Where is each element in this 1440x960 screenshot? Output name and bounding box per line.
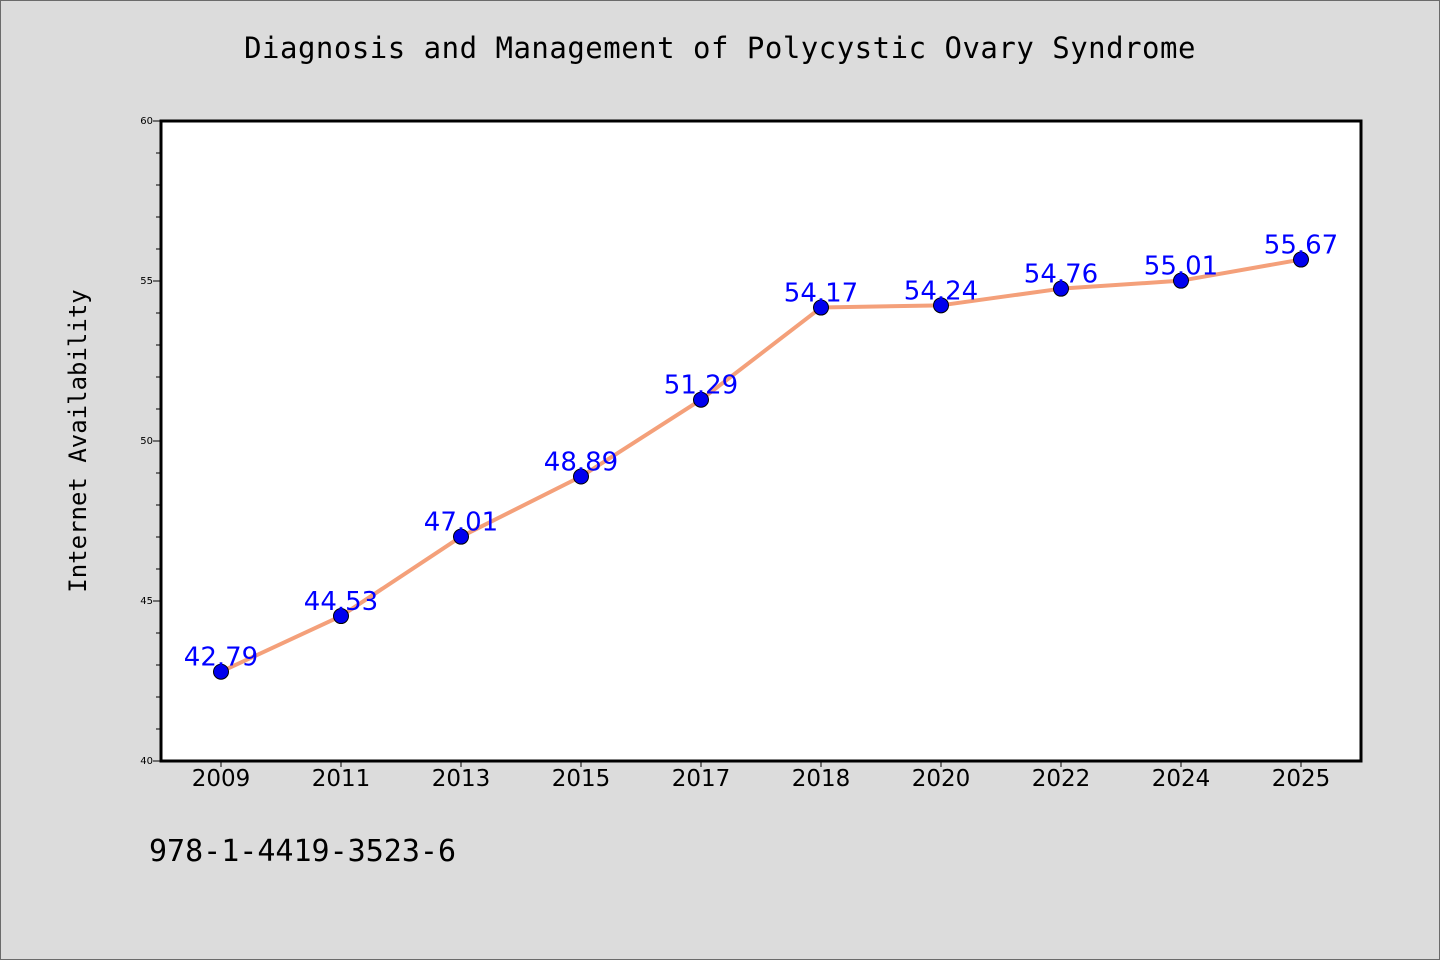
series-line bbox=[219, 257, 1303, 674]
data-point bbox=[453, 528, 469, 545]
data-label: 54.24 bbox=[904, 276, 978, 306]
x-tick-label: 2017 bbox=[672, 766, 731, 792]
data-label: 47.01 bbox=[424, 508, 498, 538]
data-markers-layer bbox=[213, 251, 1309, 680]
data-label: 54.17 bbox=[784, 279, 858, 309]
data-point bbox=[213, 663, 229, 680]
data-point bbox=[1293, 251, 1309, 268]
plot-frame bbox=[159, 119, 1363, 763]
x-tick-label: 2025 bbox=[1272, 766, 1331, 792]
data-label: 44.53 bbox=[304, 587, 378, 617]
chart-title: Diagnosis and Management of Polycystic O… bbox=[244, 31, 1196, 65]
y-tick-label: 45 bbox=[140, 596, 153, 607]
y-tick-label: 60 bbox=[140, 116, 153, 127]
x-tick-label: 2024 bbox=[1152, 766, 1211, 792]
data-point bbox=[813, 299, 829, 316]
data-label: 55.67 bbox=[1264, 231, 1338, 261]
data-point bbox=[573, 468, 589, 485]
x-tick-label: 2011 bbox=[312, 766, 371, 792]
plot-area bbox=[161, 121, 1361, 761]
axes: 40 45 50 55 60 2009 2011 2013 2015 2017 2018 2020 20… bbox=[64, 116, 1363, 792]
isbn-note: 978-1-4419-3523-6 bbox=[149, 834, 457, 869]
y-tick-label: 55 bbox=[140, 276, 153, 287]
series-line-layer bbox=[219, 257, 1303, 674]
data-point bbox=[933, 297, 949, 314]
x-tick-label: 2018 bbox=[792, 766, 851, 792]
data-label: 51.29 bbox=[664, 371, 738, 401]
data-label: 54.76 bbox=[1024, 260, 1098, 290]
x-tick-label: 2022 bbox=[1032, 766, 1091, 792]
data-label: 48.89 bbox=[544, 448, 618, 478]
data-label: 55.01 bbox=[1144, 252, 1218, 282]
x-tick-label: 2015 bbox=[552, 766, 611, 792]
data-point bbox=[333, 608, 349, 625]
y-tick-label: 40 bbox=[140, 756, 153, 767]
x-tick-label: 2009 bbox=[192, 766, 251, 792]
data-point bbox=[1173, 272, 1189, 289]
y-tick-label: 50 bbox=[140, 436, 153, 447]
data-labels-layer: 42.79 44.53 47.01 48.89 51.29 54.17 54.24 54.76… bbox=[184, 231, 1338, 673]
x-tick-label: 2020 bbox=[912, 766, 971, 792]
data-point bbox=[693, 391, 709, 408]
x-tick-label: 2013 bbox=[432, 766, 491, 792]
y-axis-label: Internet Availability bbox=[64, 289, 92, 592]
data-point bbox=[1053, 280, 1069, 297]
data-label: 42.79 bbox=[184, 643, 258, 673]
